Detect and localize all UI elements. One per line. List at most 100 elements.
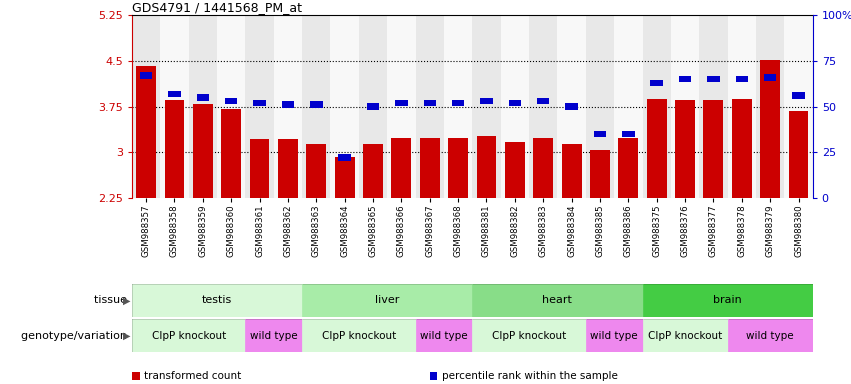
Bar bbox=[136, 66, 156, 198]
Bar bbox=[193, 104, 213, 198]
Bar bbox=[557, 15, 585, 198]
Bar bbox=[363, 144, 383, 198]
Bar bbox=[424, 99, 436, 106]
Bar bbox=[647, 99, 666, 198]
Bar bbox=[391, 137, 411, 198]
Bar bbox=[565, 103, 578, 110]
Bar bbox=[622, 131, 635, 137]
Text: liver: liver bbox=[375, 295, 399, 306]
Text: wild type: wild type bbox=[746, 331, 794, 341]
Bar bbox=[728, 319, 813, 352]
Bar bbox=[221, 109, 241, 198]
Bar bbox=[562, 144, 581, 198]
Bar bbox=[310, 101, 323, 108]
Text: tissue: tissue bbox=[94, 295, 130, 306]
Bar bbox=[789, 111, 808, 198]
Bar bbox=[675, 101, 695, 198]
Bar bbox=[359, 15, 387, 198]
Bar bbox=[254, 99, 266, 106]
Bar bbox=[189, 15, 217, 198]
Bar bbox=[306, 144, 326, 198]
Text: GDS4791 / 1441568_PM_at: GDS4791 / 1441568_PM_at bbox=[132, 1, 302, 14]
Bar bbox=[302, 15, 330, 198]
Bar bbox=[534, 137, 553, 198]
Bar bbox=[643, 15, 671, 198]
Bar bbox=[679, 76, 691, 83]
Bar bbox=[505, 142, 525, 198]
Text: heart: heart bbox=[542, 295, 573, 306]
Bar bbox=[245, 15, 274, 198]
Bar bbox=[472, 319, 585, 352]
Bar bbox=[415, 319, 472, 352]
Bar bbox=[643, 284, 813, 317]
Bar bbox=[367, 103, 380, 110]
Bar bbox=[792, 92, 805, 99]
Bar bbox=[334, 157, 355, 198]
Bar bbox=[529, 15, 557, 198]
Bar bbox=[707, 76, 720, 83]
Text: wild type: wild type bbox=[250, 331, 298, 341]
Text: wild type: wild type bbox=[591, 331, 638, 341]
Bar bbox=[132, 15, 160, 198]
Bar bbox=[448, 137, 468, 198]
Bar bbox=[732, 99, 751, 198]
Bar bbox=[619, 137, 638, 198]
Bar bbox=[643, 319, 728, 352]
Bar bbox=[671, 15, 700, 198]
Bar bbox=[225, 98, 237, 104]
Bar bbox=[415, 15, 444, 198]
Bar bbox=[700, 15, 728, 198]
Text: ClpP knockout: ClpP knockout bbox=[648, 331, 722, 341]
Bar bbox=[585, 319, 643, 352]
Bar bbox=[420, 137, 440, 198]
Text: ClpP knockout: ClpP knockout bbox=[151, 331, 226, 341]
Text: ▶: ▶ bbox=[123, 295, 130, 306]
Bar bbox=[785, 15, 813, 198]
Bar bbox=[585, 15, 614, 198]
Text: percentile rank within the sample: percentile rank within the sample bbox=[442, 371, 618, 381]
Text: ▶: ▶ bbox=[123, 331, 130, 341]
Bar bbox=[395, 99, 408, 106]
Bar bbox=[164, 100, 185, 198]
Bar bbox=[735, 76, 748, 83]
Bar bbox=[477, 136, 496, 198]
Bar bbox=[728, 15, 756, 198]
Text: genotype/variation: genotype/variation bbox=[20, 331, 130, 341]
Bar bbox=[537, 98, 550, 104]
Bar bbox=[509, 99, 521, 106]
Bar bbox=[590, 151, 610, 198]
Bar bbox=[650, 79, 663, 86]
Bar bbox=[614, 15, 643, 198]
Bar bbox=[282, 101, 294, 108]
Bar bbox=[480, 98, 493, 104]
Bar bbox=[500, 15, 529, 198]
Bar bbox=[339, 154, 351, 161]
Bar bbox=[249, 139, 270, 198]
Text: ClpP knockout: ClpP knockout bbox=[322, 331, 396, 341]
Bar bbox=[278, 139, 298, 198]
Bar bbox=[472, 284, 643, 317]
Text: transformed count: transformed count bbox=[144, 371, 241, 381]
Bar bbox=[140, 72, 152, 79]
Bar bbox=[704, 101, 723, 198]
Bar bbox=[444, 15, 472, 198]
Bar bbox=[594, 131, 606, 137]
Bar bbox=[245, 319, 302, 352]
Bar bbox=[132, 319, 245, 352]
Text: brain: brain bbox=[713, 295, 742, 306]
Bar bbox=[302, 319, 415, 352]
Bar bbox=[274, 15, 302, 198]
Bar bbox=[197, 94, 209, 101]
Bar bbox=[760, 60, 780, 198]
Bar bbox=[756, 15, 785, 198]
Bar bbox=[472, 15, 500, 198]
Bar bbox=[168, 91, 180, 97]
Bar bbox=[452, 99, 465, 106]
Bar bbox=[217, 15, 245, 198]
Text: testis: testis bbox=[202, 295, 232, 306]
Bar bbox=[132, 284, 302, 317]
Bar bbox=[330, 15, 359, 198]
Bar bbox=[160, 15, 189, 198]
Bar bbox=[387, 15, 415, 198]
Bar bbox=[764, 74, 776, 81]
